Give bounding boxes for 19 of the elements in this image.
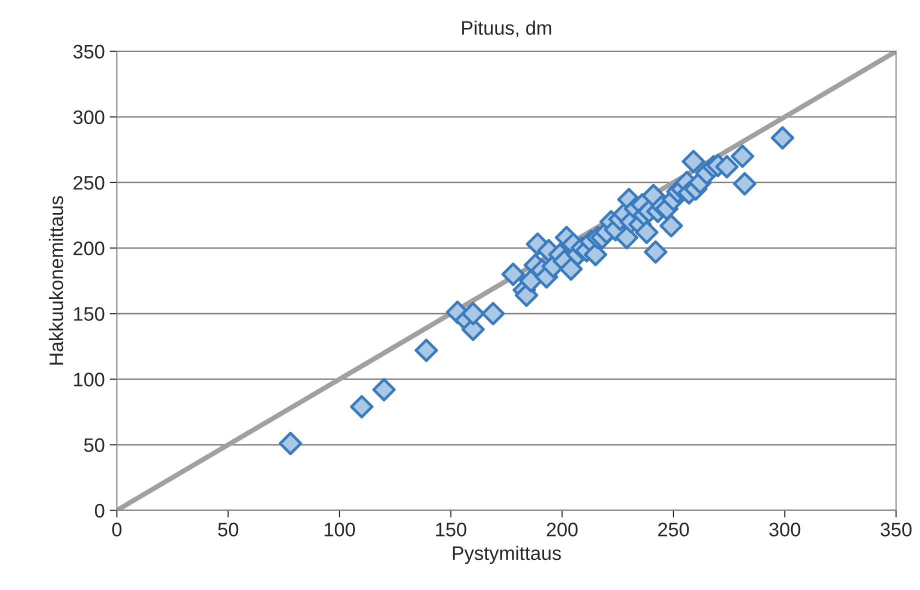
x-tick-label: 100 [324, 522, 355, 536]
y-tick-label: 200 [74, 242, 104, 256]
chart-title: Pituus, dm [462, 20, 552, 38]
x-tick-label: 150 [436, 522, 466, 536]
x-tick-label: 200 [546, 522, 578, 536]
x-tick-label: 300 [769, 522, 800, 536]
y-tick-label: 300 [73, 110, 104, 124]
y-tick-label: 350 [73, 44, 104, 59]
x-tick-label: 50 [218, 522, 238, 536]
x-axis-title: Pystymittaus [452, 546, 561, 564]
y-tick-label: 50 [84, 438, 104, 452]
y-tick-label: 150 [74, 307, 104, 321]
x-tick-label: 350 [880, 522, 912, 536]
y-tick-label: 100 [74, 372, 104, 386]
x-tick-label: 0 [112, 522, 122, 536]
x-tick-label: 250 [658, 522, 689, 536]
y-tick-label: 250 [74, 176, 104, 190]
y-tick-label: 0 [94, 504, 104, 518]
y-axis-title: Hakkuukonemittaus [48, 196, 64, 365]
